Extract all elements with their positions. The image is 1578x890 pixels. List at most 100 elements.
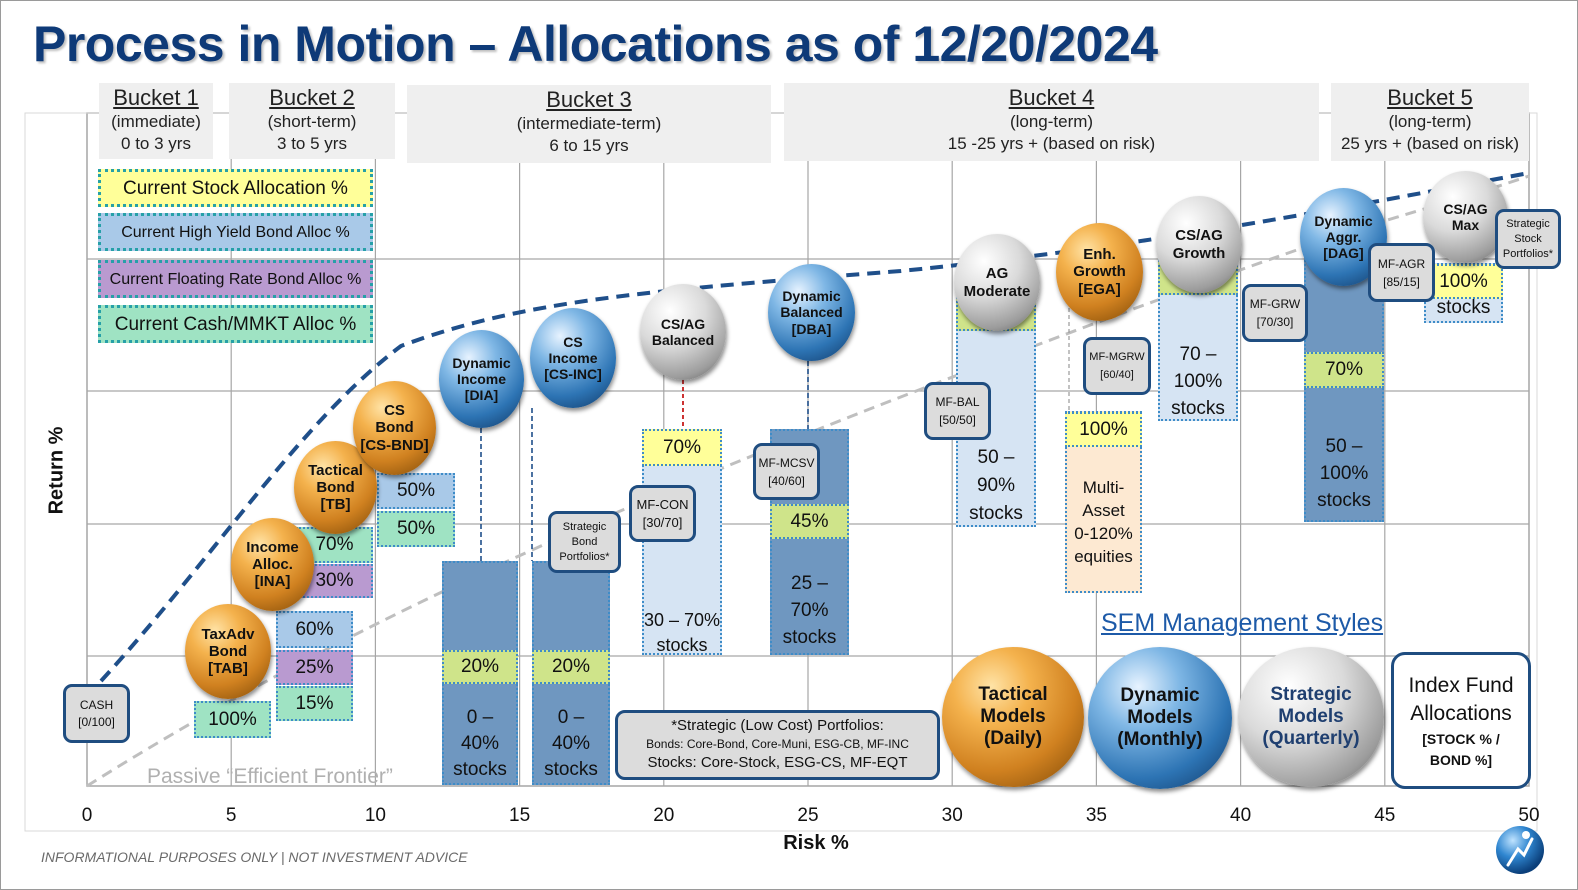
mfbal-line2: [50/50] — [939, 413, 976, 427]
style-tactical-line3: (Daily) — [983, 727, 1043, 749]
mfcon-line1: MF-CON — [636, 496, 689, 512]
model-mfbal-tag[interactable]: MF-BAL [50/50] — [924, 382, 991, 440]
model-dia-ball[interactable]: Dynamic Income [DIA] — [439, 330, 524, 428]
model-ina-ball[interactable]: Income Alloc. [INA] — [231, 518, 314, 611]
bucket-2-header: Bucket 2 (short-term) 3 to 5 yrs — [229, 83, 395, 159]
dba-line3: [DBA] — [791, 320, 832, 337]
mod-range-line3: stocks — [969, 503, 1023, 524]
style-strategic-line3: (Quarterly) — [1262, 727, 1360, 749]
dia-line1: Dynamic — [452, 354, 511, 371]
model-csaggrowth-ball[interactable]: CS/AG Growth — [1156, 196, 1242, 293]
x-tick-label: 15 — [509, 805, 530, 826]
dag-range-text: 50 – 100% stocks — [1304, 433, 1384, 514]
ina-line3: [INA] — [254, 573, 291, 591]
bucket-5-name: Bucket 5 — [1387, 85, 1473, 110]
csagmax-line1: CS/AG — [1443, 200, 1488, 217]
bucket-1-name: Bucket 1 — [113, 85, 199, 110]
ega-line1: Enh. — [1083, 246, 1116, 264]
style-dynamic-line3: (Monthly) — [1117, 728, 1203, 750]
style-index-line1: Index Fund — [1408, 673, 1514, 697]
bucket-2-term: (short-term) — [267, 112, 357, 131]
model-dba-ball[interactable]: Dynamic Balanced [DBA] — [768, 264, 855, 361]
style-tactical-ball: Tactical Models (Daily) — [942, 647, 1084, 787]
model-mfgrw-tag[interactable]: MF-GRW [70/30] — [1242, 284, 1308, 342]
x-tick-label: 40 — [1230, 805, 1251, 826]
dag-range-line1: 50 – — [1325, 436, 1363, 457]
bucket-3-term: (intermediate-term) — [516, 114, 662, 133]
style-index-line4: BOND %] — [1429, 751, 1493, 768]
mod-range-line2: 90% — [976, 475, 1016, 496]
mfgrw-line2: [70/30] — [1256, 315, 1294, 329]
model-mfcon-tag[interactable]: MF-CON [30/70] — [629, 485, 696, 542]
style-strategic-line2: Models — [1278, 706, 1344, 728]
csagbal-line1: CS/AG — [660, 315, 706, 332]
outer-frame — [24, 112, 1538, 832]
dba-stock-alloc: 45% — [770, 504, 849, 539]
sbp-line2: Bond — [571, 535, 598, 548]
dag-stock-alloc: 70% — [1304, 352, 1384, 388]
bucket-2-years: 3 to 5 yrs — [277, 134, 347, 153]
csbnd-line1: CS — [384, 402, 405, 420]
mfmgrw-line1: MF-MGRW — [1089, 351, 1145, 363]
dag-range-line2: 100% — [1319, 463, 1369, 484]
tab-hy-alloc: 60% — [276, 611, 353, 648]
csinc-line2: Income — [548, 349, 598, 366]
bucket-4-header: Bucket 4 (long-term) 15 -25 yrs + (based… — [784, 83, 1319, 161]
max-stock-alloc: 100% — [1424, 264, 1503, 299]
model-csagbal-ball[interactable]: CS/AG Balanced — [640, 284, 726, 380]
style-strategic-line1: Strategic — [1270, 684, 1352, 706]
x-tick-label: 0 — [82, 805, 93, 826]
csinc-range-text: 0 – 40% stocks — [532, 705, 610, 783]
sbp-line1: Strategic — [562, 520, 607, 533]
model-mfagr-tag[interactable]: MF-AGR [85/15] — [1368, 243, 1435, 302]
mfcon-line2: [30/70] — [642, 514, 683, 530]
bucket-5-term: (long-term) — [1388, 112, 1472, 131]
bucket-5-years: 25 yrs + (based on risk) — [1340, 134, 1520, 153]
ega-range-text: Multi- Asset 0-120% equities — [1061, 476, 1146, 568]
bucket-4-term: (long-term) — [1009, 112, 1094, 131]
csbnd-hy-alloc: 50% — [377, 473, 455, 509]
mfmcsv-line2: [40/60] — [768, 473, 805, 488]
x-tick-label: 30 — [942, 805, 963, 826]
ina-line1: Income — [246, 538, 299, 556]
x-tick-label: 50 — [1518, 805, 1539, 826]
sbp-line3: Portfolios* — [559, 550, 610, 563]
x-tick-label: 25 — [797, 805, 818, 826]
y-axis-title: Return % — [45, 426, 68, 515]
passive-frontier-label: Passive “Efficient Frontier” — [147, 765, 393, 788]
csinc-range-line3: stocks — [544, 759, 598, 780]
model-mfmcsv-tag[interactable]: MF-MCSV [40/60] — [753, 443, 820, 500]
tab-line3: [TAB] — [208, 660, 248, 678]
x-tick-label: 10 — [365, 805, 386, 826]
dba-range-text: 25 – 70% stocks — [770, 570, 849, 651]
style-dynamic-ball: Dynamic Models (Monthly) — [1088, 647, 1232, 789]
strategic-stock-portfolios-tag[interactable]: Strategic Stock Portfolios* — [1495, 209, 1561, 269]
model-csbnd-ball[interactable]: CS Bond [CS-BND] — [353, 381, 436, 475]
note-line1: *Strategic (Low Cost) Portfolios: — [671, 717, 884, 734]
model-ega-ball[interactable]: Enh. Growth [EGA] — [1056, 223, 1143, 321]
model-csinc-ball[interactable]: CS Income [CS-INC] — [530, 308, 616, 408]
ssp-line3: Portfolios* — [1502, 247, 1554, 260]
model-cash-tag[interactable]: CASH [0/100] — [63, 684, 130, 743]
dia-range-line3: stocks — [453, 759, 507, 780]
tab-float-alloc: 25% — [276, 650, 353, 685]
csinc-range-line2: 40% — [551, 733, 591, 754]
dag-line1: Dynamic — [1314, 212, 1373, 229]
bal-range-box — [642, 429, 722, 655]
model-mfmgrw-tag[interactable]: MF-MGRW [60/40] — [1083, 337, 1151, 395]
strategic-bond-portfolios-tag[interactable]: Strategic Bond Portfolios* — [548, 511, 621, 573]
dba-line2: Balanced — [780, 304, 843, 321]
model-tab-ball[interactable]: TaxAdv Bond [TAB] — [185, 604, 271, 699]
csaggrowth-line2: Growth — [1172, 244, 1226, 262]
bucket-4-name: Bucket 4 — [1008, 85, 1095, 110]
x-tick-label: 20 — [653, 805, 674, 826]
x-tick-label: 5 — [226, 805, 237, 826]
bucket-4-years: 15 -25 yrs + (based on risk) — [947, 134, 1156, 153]
x-tick-label: 45 — [1374, 805, 1395, 826]
gro-range-text: 70 – 100% stocks — [1158, 341, 1238, 422]
csinc-range-line1: 0 – — [557, 707, 585, 728]
model-csagmax-ball[interactable]: CS/AG Max — [1423, 171, 1508, 263]
legend-cash: Current Cash/MMKT Alloc % — [98, 305, 373, 343]
model-agmod-ball[interactable]: AG Moderate — [954, 234, 1040, 331]
